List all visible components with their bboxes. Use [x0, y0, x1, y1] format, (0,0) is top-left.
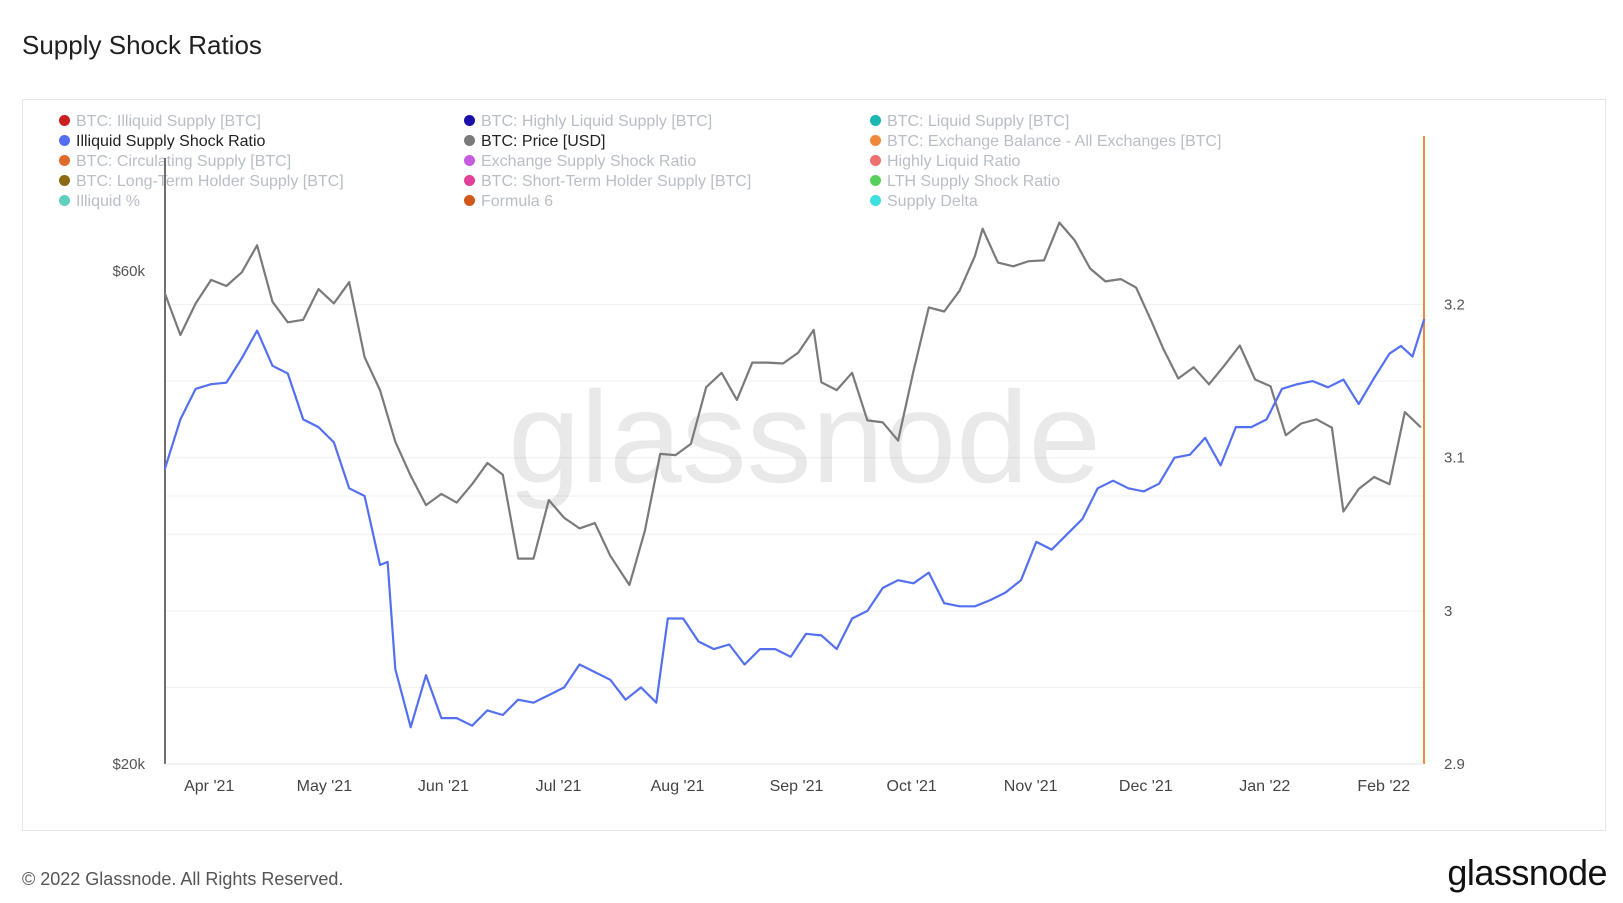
legend-label: Illiquid % [76, 193, 141, 210]
legend-item[interactable]: Exchange Supply Shock Ratio [464, 152, 696, 172]
legend-label: Supply Delta [887, 193, 978, 210]
legend-color-dot [870, 175, 881, 186]
legend-color-dot [870, 195, 881, 206]
legend-item[interactable]: Illiquid Supply Shock Ratio [59, 132, 265, 152]
legend-item[interactable]: Highly Liquid Ratio [870, 152, 1020, 172]
legend-color-dot [59, 155, 70, 166]
legend-color-dot [870, 155, 881, 166]
legend-color-dot [59, 175, 70, 186]
legend-color-dot [59, 115, 70, 126]
x-tick-label: Aug '21 [651, 778, 705, 795]
x-tick-label: Jun '21 [418, 778, 469, 795]
page-title: Supply Shock Ratios [22, 30, 262, 60]
legend-color-dot [464, 155, 475, 166]
x-tick-label: Dec '21 [1119, 778, 1173, 795]
legend-color-dot [464, 195, 475, 206]
legend-item[interactable]: BTC: Highly Liquid Supply [BTC] [464, 112, 712, 132]
legend-color-dot [59, 135, 70, 146]
legend-label: Formula 6 [481, 193, 554, 210]
legend-label: BTC: Circulating Supply [BTC] [76, 153, 292, 170]
x-tick-label: Oct '21 [887, 778, 937, 795]
legend-item[interactable]: BTC: Exchange Balance - All Exchanges [B… [870, 132, 1221, 152]
legend-item[interactable]: BTC: Liquid Supply [BTC] [870, 112, 1069, 132]
legend-label: Exchange Supply Shock Ratio [481, 153, 697, 170]
legend-color-dot [870, 115, 881, 126]
y-left-tick-label: $60k [112, 263, 145, 280]
legend-label: BTC: Price [USD] [481, 133, 606, 150]
x-tick-label: Sep '21 [770, 778, 824, 795]
glassnode-logo[interactable]: glassnode [1447, 852, 1607, 893]
chart-svg: glassnode $60k $20k 3.2 3.1 3 2.9 Apr '21 May '2… [112, 136, 1465, 795]
legend-color-dot [464, 175, 475, 186]
footer-copyright: © 2022 Glassnode. All Rights Reserved. [22, 869, 344, 889]
legend-color-dot [870, 135, 881, 146]
legend-item[interactable]: BTC: Illiquid Supply [BTC] [59, 112, 261, 132]
legend-item[interactable]: BTC: Short-Term Holder Supply [BTC] [464, 172, 751, 192]
watermark: glassnode [508, 364, 1101, 510]
price-series-line [163, 221, 1422, 587]
y-right-tick-label: 3.1 [1444, 450, 1465, 467]
legend-label: BTC: Long-Term Holder Supply [BTC] [76, 173, 344, 190]
legend-label: Highly Liquid Ratio [887, 153, 1021, 170]
legend-item[interactable]: BTC: Long-Term Holder Supply [BTC] [59, 172, 344, 192]
x-tick-label: Apr '21 [184, 778, 234, 795]
y-right-tick-label: 3 [1444, 603, 1452, 620]
legend-label: BTC: Illiquid Supply [BTC] [76, 113, 261, 130]
x-tick-label: Jan '22 [1239, 778, 1290, 795]
legend-label: BTC: Short-Term Holder Supply [BTC] [481, 173, 752, 190]
x-tick-label: Nov '21 [1004, 778, 1058, 795]
legend-item[interactable]: Illiquid % [59, 192, 140, 212]
x-tick-label: May '21 [297, 778, 353, 795]
y-right-tick-label: 3.2 [1444, 297, 1465, 314]
legend-item[interactable]: Supply Delta [870, 192, 978, 212]
legend-label: BTC: Liquid Supply [BTC] [887, 113, 1070, 130]
illiquid-ratio-series-line [163, 318, 1426, 729]
legend-color-dot [59, 195, 70, 206]
legend-item[interactable]: BTC: Circulating Supply [BTC] [59, 152, 291, 172]
legend-color-dot [464, 135, 475, 146]
legend-item[interactable]: LTH Supply Shock Ratio [870, 172, 1060, 192]
legend-label: BTC: Exchange Balance - All Exchanges [B… [887, 133, 1222, 150]
legend-label: BTC: Highly Liquid Supply [BTC] [481, 113, 713, 130]
x-tick-label: Jul '21 [536, 778, 582, 795]
legend-label: Illiquid Supply Shock Ratio [76, 133, 266, 150]
y-right-tick-label: 2.9 [1444, 756, 1465, 773]
y-left-tick-label: $20k [112, 756, 145, 773]
chart-frame: BTC: Illiquid Supply [BTC] BTC: Highly Li… [22, 99, 1606, 831]
legend-color-dot [464, 115, 475, 126]
legend-label: LTH Supply Shock Ratio [887, 173, 1061, 190]
x-tick-label: Feb '22 [1357, 778, 1410, 795]
legend-item[interactable]: Formula 6 [464, 192, 553, 212]
legend-item[interactable]: BTC: Price [USD] [464, 132, 605, 152]
